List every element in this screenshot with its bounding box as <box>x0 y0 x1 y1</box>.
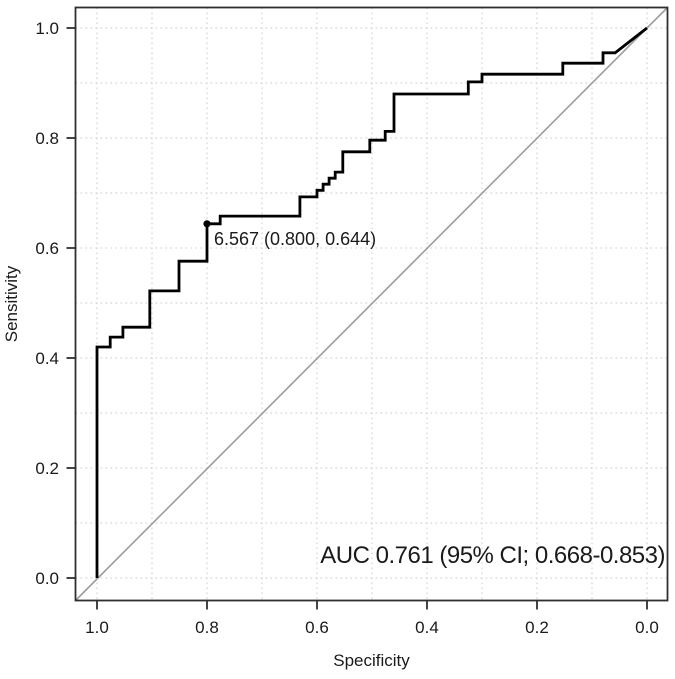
x-axis-tick-label: 0.6 <box>305 618 329 637</box>
auc-label: AUC 0.761 (95% CI; 0.668-0.853) <box>320 542 665 569</box>
x-axis-tick-label: 0.2 <box>525 618 549 637</box>
cutoff-point-marker <box>203 220 211 228</box>
roc-curve <box>95 26 648 578</box>
y-axis-tick-label: 1.0 <box>35 19 59 38</box>
plot-border <box>74 6 669 602</box>
x-axis-tick-labels: 1.0 0.8 0.6 0.4 0.2 0.0 <box>85 618 659 637</box>
gridlines <box>75 7 668 601</box>
x-axis-tick-label: 0.0 <box>635 618 659 637</box>
x-axis-tick-label: 1.0 <box>85 618 109 637</box>
y-axis-tick-label: 0.4 <box>35 349 59 368</box>
cutoff-point-label: 6.567 (0.800, 0.644) <box>214 229 376 249</box>
y-axis-tick-label: 0.2 <box>35 459 59 478</box>
y-axis-tick-labels: 0.0 0.2 0.4 0.6 0.8 1.0 <box>35 19 59 588</box>
y-axis-ticks <box>66 27 76 579</box>
y-axis-title: Sensitivity <box>2 265 21 342</box>
y-axis-tick-label: 0.0 <box>35 569 59 588</box>
y-axis-tick-label: 0.8 <box>35 129 59 148</box>
x-axis-tick-label: 0.8 <box>195 618 219 637</box>
x-axis-title: Specificity <box>333 651 410 670</box>
x-axis-tick-label: 0.4 <box>415 618 439 637</box>
diagonal-reference-line <box>74 6 669 602</box>
y-axis-tick-label: 0.6 <box>35 239 59 258</box>
x-axis-ticks <box>96 600 648 610</box>
